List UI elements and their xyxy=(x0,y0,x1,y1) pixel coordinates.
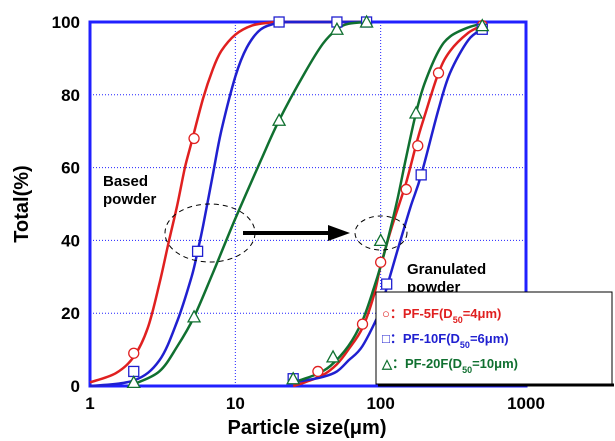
data-point-granulated-pf-5f-1 xyxy=(356,318,369,330)
data-point-granulated-pf-10f-1 xyxy=(381,278,393,290)
data-point-based-pf-20f-1 xyxy=(186,309,202,323)
based-label-line1: Based xyxy=(103,173,148,190)
legend-entry-pf-10f: □：PF-10F(D50=6μm) xyxy=(382,331,509,350)
data-point-based-pf-20f-0 xyxy=(126,375,141,389)
legend-entry-pf-10f-sub: 50 xyxy=(460,340,470,350)
y-axis-label: Total(%) xyxy=(11,165,33,242)
data-point-granulated-pf-20f-2 xyxy=(373,233,388,247)
data-point-based-pf-10f-0 xyxy=(128,365,140,378)
legend-entry-pf-20f-suffix: =10μm) xyxy=(472,356,518,371)
series-markers xyxy=(126,14,490,389)
data-point-based-pf-20f-4 xyxy=(359,14,374,28)
x-tick-label-2: 100 xyxy=(366,394,394,413)
granulated-powder-ellipse xyxy=(354,215,408,251)
legend-box xyxy=(375,291,613,385)
data-point-granulated-pf-20f-4 xyxy=(475,18,490,32)
data-point-based-pf-20f-3 xyxy=(329,21,345,35)
legend-entry-pf-5f: ○：PF-5F(D50=4μm) xyxy=(382,306,501,325)
data-point-granulated-pf-20f-1 xyxy=(325,349,341,363)
y-tick-label-1: 20 xyxy=(61,304,80,323)
y-tick-label-2: 40 xyxy=(61,231,80,250)
legend-entry-pf-5f-sub: 50 xyxy=(453,315,463,325)
y-tick-label-3: 60 xyxy=(61,159,80,178)
y-tick-label-4: 80 xyxy=(61,86,80,105)
x-tick-labels: 1 10 100 1000 xyxy=(85,394,545,413)
shift-arrow-head xyxy=(328,225,350,241)
legend-entry-pf-20f-prefix: △：PF-20F(D xyxy=(381,356,462,371)
x-tick-label-1: 10 xyxy=(226,394,245,413)
y-tick-label-5: 100 xyxy=(52,13,80,32)
data-point-based-pf-5f-1 xyxy=(188,132,200,145)
legend-entry-pf-20f: △：PF-20F(D50=10μm) xyxy=(381,356,518,375)
data-point-granulated-pf-5f-4 xyxy=(412,140,424,152)
data-point-granulated-pf-5f-2 xyxy=(375,256,387,268)
series-line-based-pf-5f xyxy=(89,20,367,384)
legend-entry-pf-5f-prefix: ○：PF-5F(D xyxy=(382,306,453,321)
data-point-based-pf-20f-2 xyxy=(271,112,287,126)
data-point-granulated-pf-5f-5 xyxy=(432,67,445,79)
legend-entry-pf-5f-suffix: =4μm) xyxy=(463,306,502,321)
x-axis-label: Particle size(μm) xyxy=(228,417,387,439)
data-point-granulated-pf-5f-0 xyxy=(312,365,324,378)
granulated-label-line1: Granulated xyxy=(407,261,486,278)
legend-entry-pf-10f-prefix: □：PF-10F(D xyxy=(382,331,460,346)
data-point-granulated-pf-5f-3 xyxy=(400,183,412,196)
data-point-based-pf-10f-2 xyxy=(273,16,285,28)
legend-entry-pf-20f-sub: 50 xyxy=(462,365,472,375)
data-point-granulated-pf-20f-0 xyxy=(286,371,301,385)
y-tick-labels: 0 20 40 60 80 100 xyxy=(52,13,80,396)
legend-entry-pf-10f-suffix: =6μm) xyxy=(470,331,509,346)
data-point-based-pf-5f-0 xyxy=(128,347,140,359)
data-point-granulated-pf-20f-3 xyxy=(408,105,424,119)
data-point-granulated-pf-10f-2 xyxy=(415,169,427,181)
based-label-line2: powder xyxy=(103,191,156,208)
x-tick-label-3: 1000 xyxy=(507,394,545,413)
y-tick-label-0: 0 xyxy=(71,377,80,396)
legend: ○：PF-5F(D50=4μm) □：PF-10F(D50=6μm) △：PF-… xyxy=(375,291,614,387)
data-point-based-pf-10f-1 xyxy=(191,245,204,257)
series-line-granulated-pf-20f xyxy=(292,22,483,384)
x-tick-label-0: 1 xyxy=(85,394,94,413)
